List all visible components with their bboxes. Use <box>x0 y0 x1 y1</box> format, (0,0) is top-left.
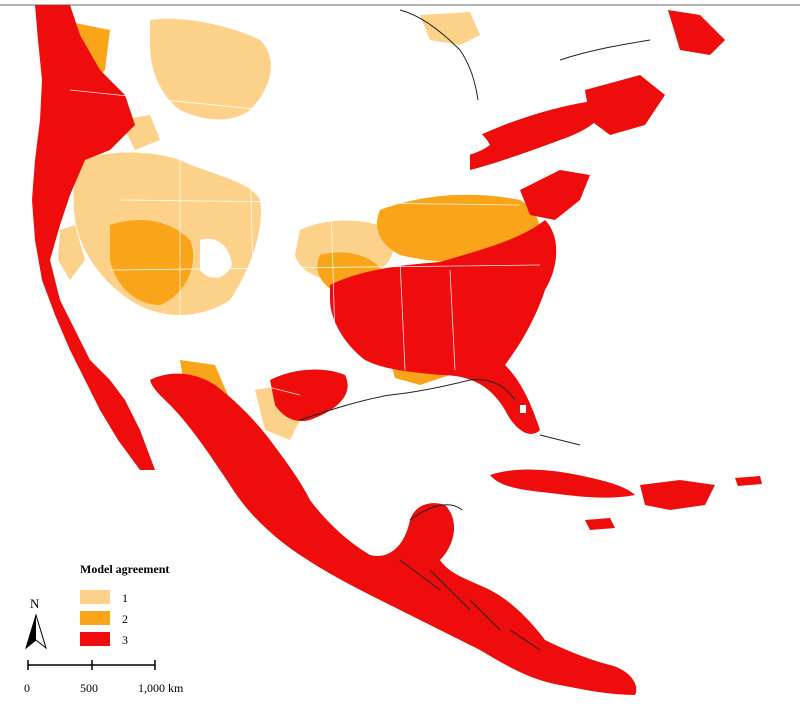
scale-tick-500: 500 <box>80 681 98 695</box>
hole-great-basin <box>200 238 232 278</box>
scale-tick-0: 0 <box>24 681 30 695</box>
scale-bar <box>27 660 156 670</box>
labrador-line <box>559 39 651 61</box>
region-maritimes <box>585 75 665 135</box>
region-jamaica <box>585 518 615 530</box>
region-hispaniola <box>640 480 715 510</box>
north-arrow-fill <box>26 615 36 648</box>
legend-label-2: 2 <box>122 612 128 626</box>
yucatan-line <box>409 504 463 521</box>
central-america-borders <box>399 559 541 651</box>
unsuitable-areas <box>200 118 526 413</box>
hudson-bay-line <box>399 9 479 101</box>
map-layer <box>32 5 762 695</box>
hole-great-lakes <box>420 118 490 157</box>
region-pacific-coast <box>32 5 155 470</box>
boundaries <box>69 89 541 396</box>
legend-label-1: 1 <box>122 591 128 605</box>
legend: Model agreement 1 2 3 <box>80 562 169 647</box>
region-newfoundland <box>668 10 725 55</box>
region-quebec-strip <box>470 100 603 170</box>
legend-swatch-2 <box>80 611 110 625</box>
region-cuba <box>490 469 635 498</box>
agreement-3-regions <box>32 5 762 695</box>
north-arrow: N <box>25 596 47 650</box>
legend-title: Model agreement <box>80 562 169 576</box>
florida-keys-line <box>539 434 581 446</box>
region-mexico-central-america <box>150 373 637 695</box>
region-southeast-us <box>330 220 557 434</box>
region-prairies <box>150 18 271 120</box>
region-canada-north <box>420 12 480 45</box>
region-west-coast-1 <box>58 225 85 280</box>
legend-swatch-1 <box>80 590 110 604</box>
gulf-coast-line <box>299 379 516 421</box>
legend-label-3: 3 <box>122 633 128 647</box>
scale-tick-1000: 1,000 km <box>138 681 184 695</box>
region-colorado-plateau <box>110 220 194 305</box>
region-northeast-coast <box>520 170 590 220</box>
region-texas-gulf <box>270 369 348 422</box>
hole-florida-lake <box>520 405 526 413</box>
north-label: N <box>30 596 40 611</box>
legend-swatch-3 <box>80 632 110 646</box>
coastlines <box>299 9 651 651</box>
region-puerto-rico <box>735 476 762 486</box>
